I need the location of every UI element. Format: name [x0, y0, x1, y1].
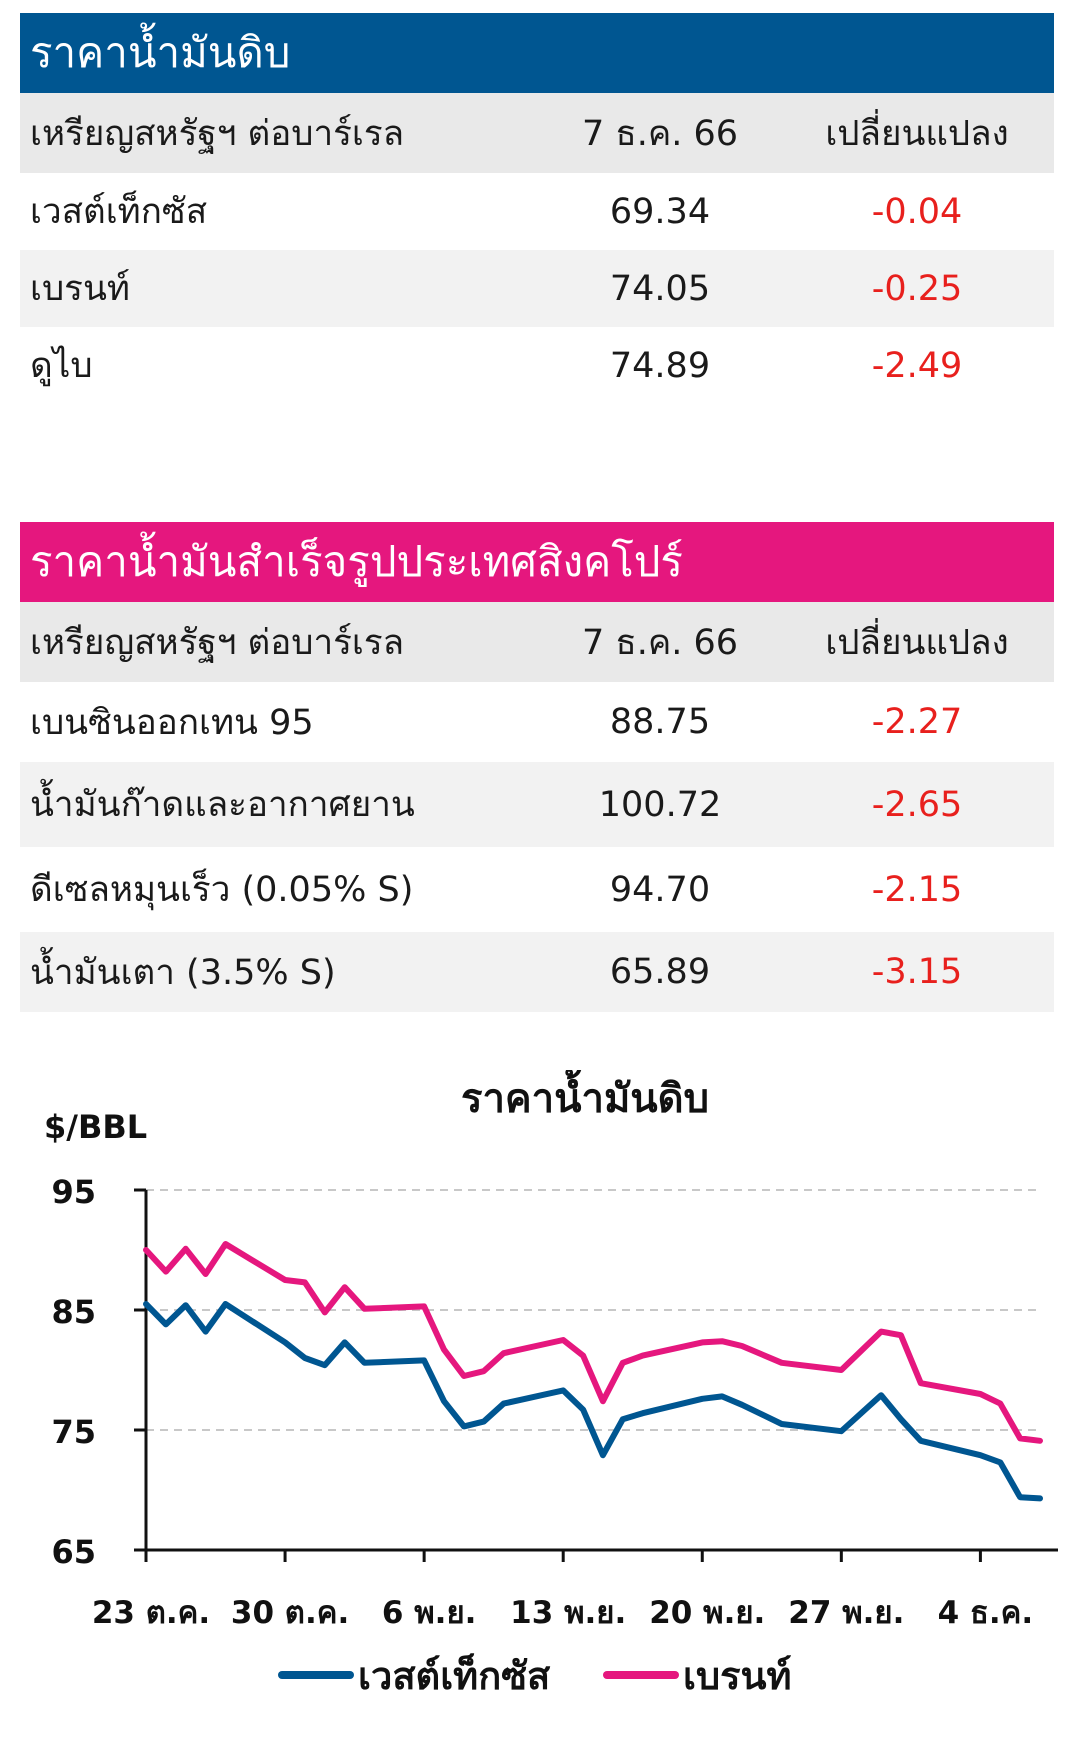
- crude-oil-table-header: เหรียญสหรัฐฯ ต่อบาร์เรล 7 ธ.ค. 66 เปลี่ย…: [20, 93, 1054, 173]
- y-tick-label: 85: [51, 1293, 96, 1331]
- oil-change: -2.49: [871, 345, 963, 386]
- x-tick-label: 20 พ.ย.: [649, 1595, 765, 1631]
- legend-item-brent: เบรนท์: [603, 1645, 792, 1705]
- product-name: น้ำมันเตา (3.5% S): [30, 952, 336, 993]
- oil-name: เบรนท์: [30, 269, 130, 309]
- y-axis-unit-label: $/BBL: [44, 1108, 147, 1146]
- x-tick-label: 6 พ.ย.: [382, 1595, 477, 1631]
- oil-change: -0.04: [871, 191, 963, 232]
- gridlines: [146, 1189, 1040, 1431]
- unit-header: เหรียญสหรัฐฯ ต่อบาร์เรล: [30, 113, 405, 154]
- table-row: ดูไบ 74.89 -2.49: [20, 327, 1054, 404]
- date-header: 7 ธ.ค. 66: [581, 622, 739, 663]
- crude-oil-table-title: ราคาน้ำมันดิบ: [20, 13, 1054, 93]
- table-row: ดีเซลหมุนเร็ว (0.05% S) 94.70 -2.15: [20, 847, 1054, 932]
- date-header: 7 ธ.ค. 66: [581, 113, 739, 154]
- series-lines: [143, 1241, 1043, 1502]
- oil-price: 69.34: [609, 191, 711, 232]
- chart-legend: เวสต์เท็กซัส เบรนท์: [0, 1645, 1079, 1705]
- legend-label: เบรนท์: [683, 1653, 792, 1698]
- y-tick-label: 65: [51, 1533, 96, 1571]
- product-name: น้ำมันก๊าดและอากาศยาน: [30, 785, 415, 825]
- legend-swatch: [278, 1671, 354, 1679]
- x-tick-label: 30 ต.ค.: [231, 1595, 349, 1631]
- crude-oil-table: ราคาน้ำมันดิบ เหรียญสหรัฐฯ ต่อบาร์เรล 7 …: [20, 13, 1054, 404]
- legend-item-wti: เวสต์เท็กซัส: [278, 1645, 550, 1705]
- product-price: 94.70: [609, 869, 711, 910]
- singapore-products-table-title: ราคาน้ำมันสำเร็จรูปประเทศสิงคโปร์: [20, 522, 1054, 602]
- oil-change: -0.25: [871, 268, 963, 309]
- table-row: เวสต์เท็กซัส 69.34 -0.04: [20, 173, 1054, 250]
- product-name: เบนซินออกเทน 95: [30, 702, 314, 743]
- table-row: น้ำมันก๊าดและอากาศยาน 100.72 -2.65: [20, 762, 1054, 847]
- change-header: เปลี่ยนแปลง: [825, 113, 1009, 154]
- table-row: น้ำมันเตา (3.5% S) 65.89 -3.15: [20, 932, 1054, 1012]
- crude-oil-price-chart: ราคาน้ำมันดิบ $/BBL 95 85 75 65 23 ต.ค. 30 ต.…: [44, 1070, 1058, 1631]
- oil-price: 74.05: [609, 268, 711, 309]
- product-change: -3.15: [871, 952, 963, 992]
- singapore-products-table-header: เหรียญสหรัฐฯ ต่อบาร์เรล 7 ธ.ค. 66 เปลี่ย…: [20, 602, 1054, 682]
- product-change: -2.65: [871, 784, 963, 825]
- oil-name: ดูไบ: [30, 346, 93, 386]
- y-tick-label: 75: [51, 1413, 96, 1451]
- x-tick-label: 23 ต.ค.: [92, 1595, 210, 1631]
- product-change: -2.15: [871, 869, 963, 910]
- table-row: เบรนท์ 74.05 -0.25: [20, 250, 1054, 327]
- legend-swatch: [603, 1671, 679, 1679]
- oil-name: เวสต์เท็กซัส: [30, 192, 208, 232]
- series-line-wti: [143, 1301, 1043, 1502]
- chart-title: ราคาน้ำมันดิบ: [461, 1070, 709, 1122]
- product-price: 88.75: [609, 702, 711, 742]
- x-tick-label: 4 ธ.ค.: [938, 1595, 1034, 1631]
- product-price: 100.72: [598, 784, 722, 825]
- table-row: เบนซินออกเทน 95 88.75 -2.27: [20, 682, 1054, 762]
- product-change: -2.27: [871, 702, 963, 742]
- oil-price: 74.89: [609, 345, 711, 386]
- y-tick-label: 95: [51, 1173, 96, 1211]
- product-name: ดีเซลหมุนเร็ว (0.05% S): [30, 870, 414, 910]
- series-line-brent: [143, 1241, 1043, 1444]
- x-tick-label: 13 พ.ย.: [510, 1595, 626, 1631]
- change-header: เปลี่ยนแปลง: [825, 622, 1009, 663]
- product-price: 65.89: [609, 952, 711, 992]
- x-tick-label: 27 พ.ย.: [788, 1595, 904, 1631]
- tick-labels: 95 85 75 65 23 ต.ค. 30 ต.ค. 6 พ.ย. 13 พ.ย. 20 พ.…: [51, 1173, 1033, 1631]
- unit-header: เหรียญสหรัฐฯ ต่อบาร์เรล: [30, 622, 405, 663]
- legend-label: เวสต์เท็กซัส: [358, 1653, 551, 1698]
- singapore-products-table: ราคาน้ำมันสำเร็จรูปประเทศสิงคโปร์ เหรียญ…: [20, 522, 1054, 1012]
